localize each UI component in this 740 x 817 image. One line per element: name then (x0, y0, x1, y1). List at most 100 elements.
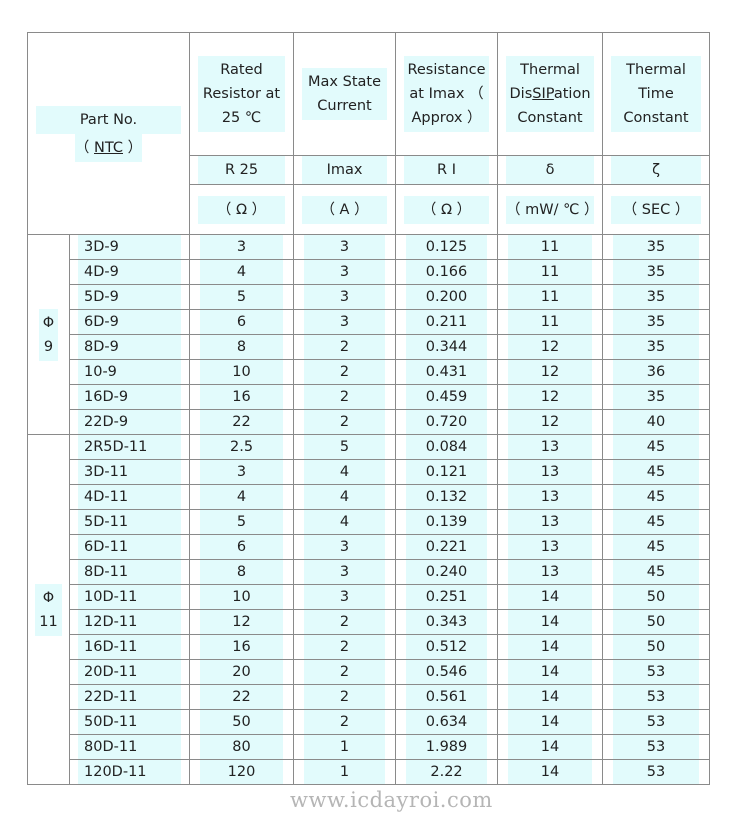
dissipation-constant-cell: 11 (497, 234, 604, 260)
col-header-max-current: Max State Current (293, 32, 397, 156)
max-current-cell: 2 (293, 334, 397, 360)
part-no-value: 4D-11 (78, 485, 182, 509)
time-constant-cell: 35 (602, 309, 711, 335)
resistance-at-imax-value: 0.634 (406, 710, 488, 734)
part-no-cell: 10D-11 (68, 584, 191, 610)
col-unit: （ A ） (293, 184, 397, 235)
rated-resistance-cell: 5 (189, 509, 295, 535)
part-no-value: 22D-9 (78, 410, 182, 434)
resistance-at-imax-cell: 0.561 (395, 684, 499, 710)
max-current-value: 2 (304, 710, 386, 734)
part-no-header: Part No. （ NTC ） (26, 32, 191, 235)
dissipation-constant-cell: 11 (497, 284, 604, 310)
dissipation-constant-cell: 14 (497, 634, 604, 660)
dissipation-constant-value: 13 (508, 535, 593, 559)
symbol-text: Imax (302, 156, 388, 184)
time-constant-value: 45 (613, 485, 700, 509)
resistance-at-imax-value: 0.431 (406, 360, 488, 384)
part-no-value: 12D-11 (78, 610, 182, 634)
resistance-at-imax-value: 0.251 (406, 585, 488, 609)
part-no-cell: 5D-9 (68, 284, 191, 310)
part-no-value: 22D-11 (78, 685, 182, 709)
time-constant-value: 35 (613, 260, 700, 284)
dissipation-constant-cell: 14 (497, 609, 604, 635)
table-row: 8D-11 8 3 0.240 13 45 (28, 559, 711, 585)
unit-text: （ mW/ ℃ ） (506, 195, 598, 224)
resistance-at-imax-value: 0.166 (406, 260, 488, 284)
col-symbol: δ (497, 155, 604, 185)
rated-resistance-cell: 16 (189, 634, 295, 660)
time-constant-cell: 35 (602, 259, 711, 285)
time-constant-cell: 53 (602, 734, 711, 760)
time-constant-cell: 35 (602, 334, 711, 360)
max-current-cell: 3 (293, 534, 397, 560)
part-no-value: 3D-11 (78, 460, 182, 484)
time-constant-cell: 36 (602, 359, 711, 385)
rated-resistance-value: 22 (200, 685, 284, 709)
resistance-at-imax-value: 0.720 (406, 410, 488, 434)
dissipation-constant-value: 12 (508, 410, 593, 434)
part-no-cell: 80D-11 (68, 734, 191, 760)
part-no-value: 20D-11 (78, 660, 182, 684)
table-row: 4D-9 4 3 0.166 11 35 (28, 259, 711, 285)
dissipation-constant-value: 14 (508, 660, 593, 684)
rated-resistance-value: 8 (200, 335, 284, 359)
rated-resistance-cell: 22 (189, 684, 295, 710)
rated-resistance-value: 2.5 (200, 435, 284, 459)
dissipation-constant-value: 12 (508, 385, 593, 409)
part-no-cell: 22D-11 (68, 684, 191, 710)
rated-resistance-value: 80 (200, 735, 284, 759)
resistance-at-imax-cell: 2.22 (395, 759, 499, 785)
part-no-cell: 3D-11 (68, 459, 191, 485)
resistance-at-imax-cell: 0.459 (395, 384, 499, 410)
dissipation-constant-cell: 13 (497, 459, 604, 485)
max-current-cell: 2 (293, 409, 397, 435)
max-current-value: 1 (304, 735, 386, 759)
unit-text: （ A ） (302, 195, 388, 224)
resistance-at-imax-cell: 0.343 (395, 609, 499, 635)
resistance-at-imax-value: 0.344 (406, 335, 488, 359)
rated-resistance-cell: 3 (189, 234, 295, 260)
resistance-at-imax-value: 0.221 (406, 535, 488, 559)
max-current-cell: 2 (293, 709, 397, 735)
max-current-value: 5 (304, 435, 386, 459)
resistance-at-imax-cell: 0.166 (395, 259, 499, 285)
max-current-value: 2 (304, 360, 386, 384)
rated-resistance-value: 16 (200, 635, 284, 659)
max-current-value: 1 (304, 760, 386, 784)
symbol-text: ζ (611, 156, 702, 184)
dissipation-constant-cell: 13 (497, 559, 604, 585)
col-title: Resistance at Imax （ Approx ） (404, 56, 490, 132)
rated-resistance-cell: 10 (189, 584, 295, 610)
time-constant-cell: 53 (602, 759, 711, 785)
resistance-at-imax-value: 0.512 (406, 635, 488, 659)
max-current-cell: 3 (293, 559, 397, 585)
max-current-cell: 2 (293, 359, 397, 385)
resistance-at-imax-cell: 0.720 (395, 409, 499, 435)
table-row: 5D-11 5 4 0.139 13 45 (28, 509, 711, 535)
max-current-cell: 4 (293, 484, 397, 510)
resistance-at-imax-value: 0.200 (406, 285, 488, 309)
col-title: Thermal Time Constant (611, 56, 702, 132)
part-no-value: 6D-11 (78, 535, 182, 559)
time-constant-cell: 35 (602, 234, 711, 260)
max-current-value: 2 (304, 660, 386, 684)
group-label-cell: Φ 9 (27, 234, 70, 435)
resistance-at-imax-cell: 0.200 (395, 284, 499, 310)
table-row: 16D-9 16 2 0.459 12 35 (28, 384, 711, 410)
dissipation-constant-cell: 12 (497, 384, 604, 410)
time-constant-cell: 53 (602, 659, 711, 685)
rated-resistance-value: 5 (200, 285, 284, 309)
dissipation-constant-cell: 14 (497, 659, 604, 685)
part-no-cell: 4D-9 (68, 259, 191, 285)
dissipation-constant-cell: 12 (497, 359, 604, 385)
unit-text: （ SEC ） (611, 195, 702, 224)
time-constant-value: 45 (613, 435, 700, 459)
part-no-value: 4D-9 (78, 260, 182, 284)
resistance-at-imax-value: 0.459 (406, 385, 488, 409)
col-unit: （ mW/ ℃ ） (497, 184, 604, 235)
resistance-at-imax-value: 1.989 (406, 735, 488, 759)
rated-resistance-cell: 10 (189, 359, 295, 385)
part-no-cell: 16D-11 (68, 634, 191, 660)
max-current-value: 3 (304, 560, 386, 584)
